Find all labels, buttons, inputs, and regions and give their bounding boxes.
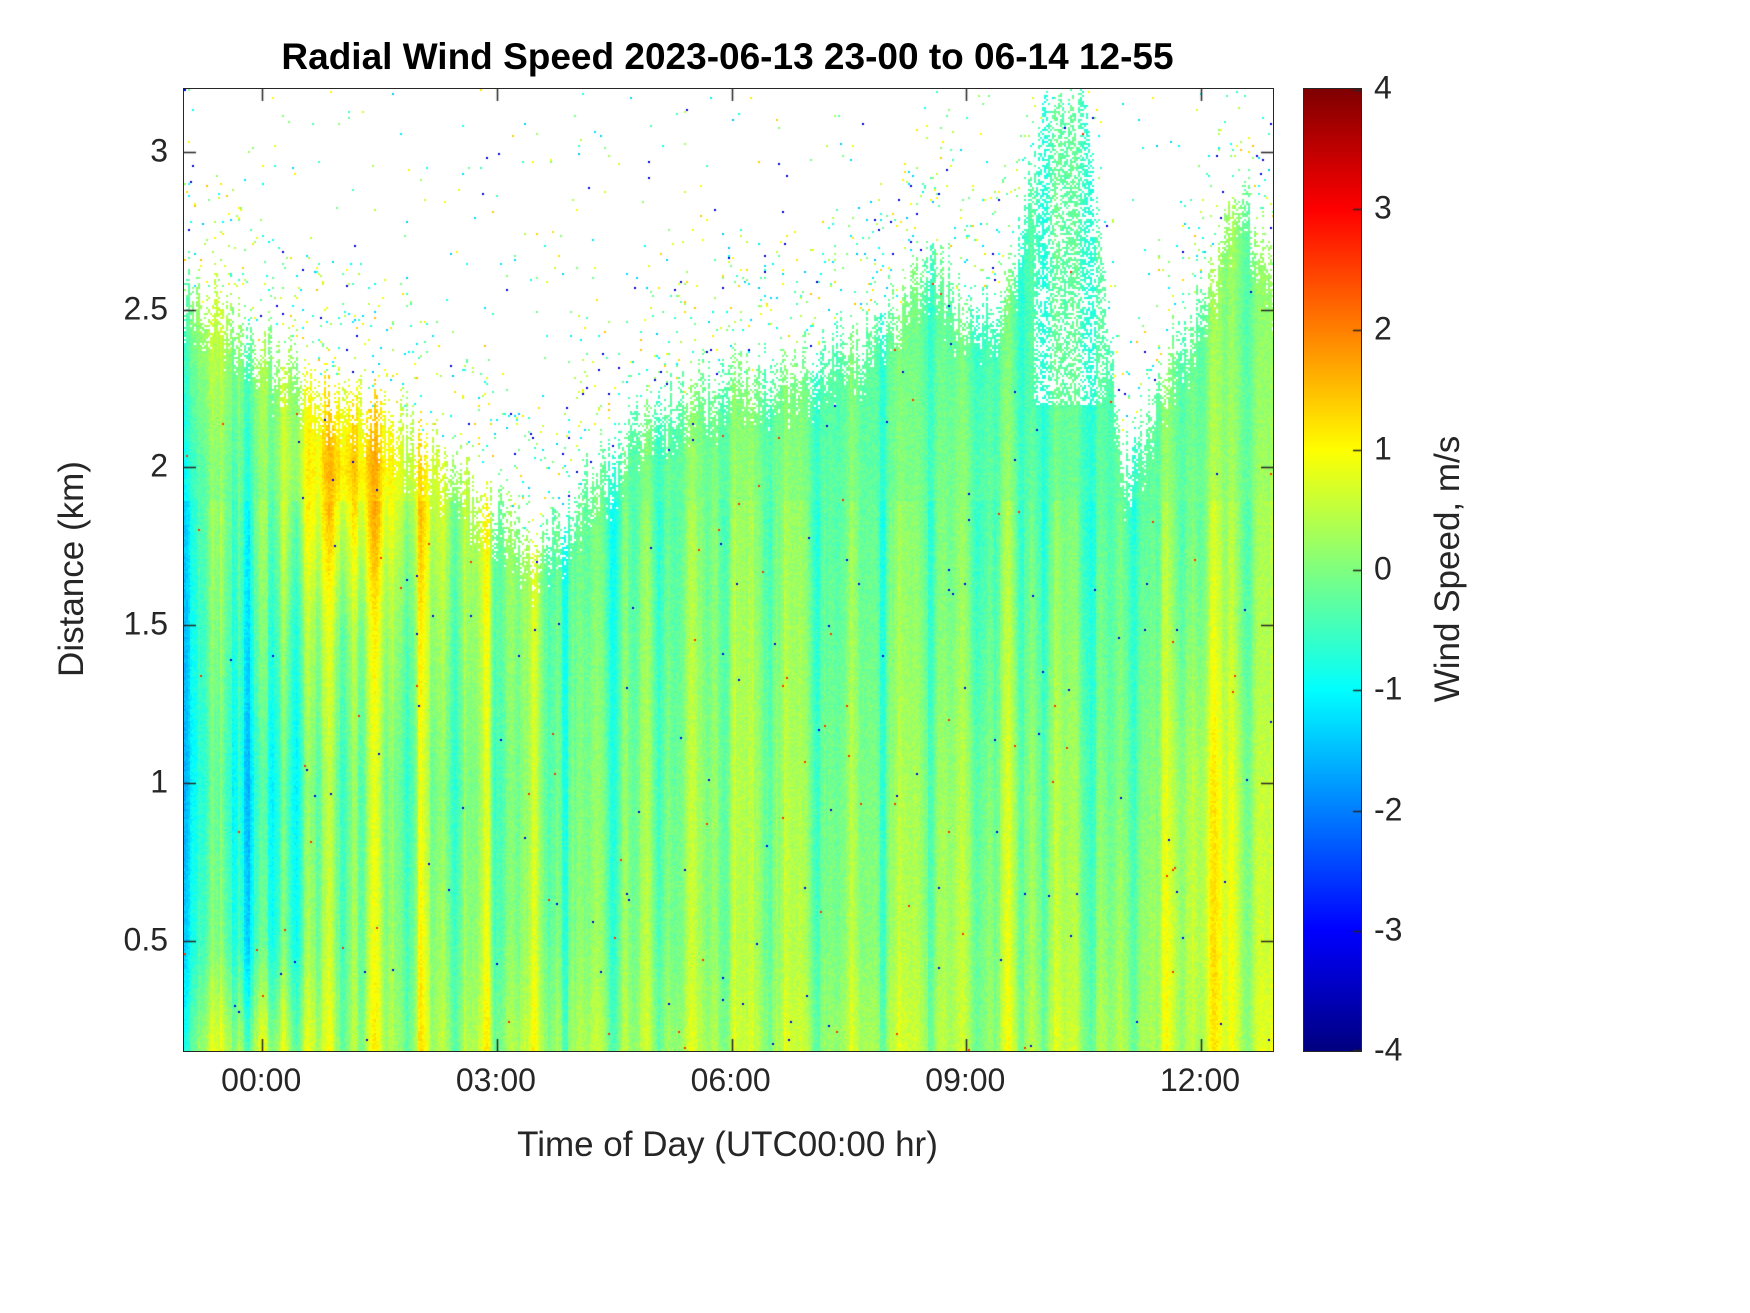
y-tick-label: 1 xyxy=(150,763,168,800)
chart-title: Radial Wind Speed 2023-06-13 23-00 to 06… xyxy=(281,36,1174,77)
x-tick-label: 03:00 xyxy=(455,1062,536,1098)
colorbar-tick-label: 4 xyxy=(1374,69,1392,106)
x-tick-label: 12:00 xyxy=(1159,1062,1241,1098)
y-tick-label: 3 xyxy=(150,132,168,169)
colorbar-tick-label: 2 xyxy=(1374,310,1392,346)
x-tick-label: 06:00 xyxy=(690,1062,771,1098)
colorbar xyxy=(1303,88,1362,1052)
plot-area xyxy=(183,88,1274,1052)
colorbar-tick-label: 0 xyxy=(1374,550,1392,587)
y-tick-label: 2.5 xyxy=(123,290,168,327)
x-tick-label: 09:00 xyxy=(925,1062,1006,1098)
colorbar-tick-label: 3 xyxy=(1374,189,1392,226)
colorbar-axis-label: Wind Speed, m/s xyxy=(1428,435,1467,703)
y-tick-label: 2 xyxy=(150,447,168,484)
x-tick-label: 00:00 xyxy=(221,1062,302,1098)
x-axis-label: Time of Day (UTC00:00 hr) xyxy=(517,1125,938,1164)
y-axis-label: Distance (km) xyxy=(52,461,91,677)
colorbar-tick-label: -4 xyxy=(1374,1031,1403,1068)
colorbar-tick-label: -3 xyxy=(1374,911,1403,948)
y-tick-label: 0.5 xyxy=(123,921,168,958)
colorbar-tick-label: -2 xyxy=(1374,791,1403,827)
colorbar-tick-label: -1 xyxy=(1374,670,1403,707)
colorbar-gradient xyxy=(1304,89,1361,1051)
colorbar-tick-label: 1 xyxy=(1374,430,1392,467)
y-tick-label: 1.5 xyxy=(123,605,168,642)
heatmap-canvas xyxy=(184,89,1273,1051)
